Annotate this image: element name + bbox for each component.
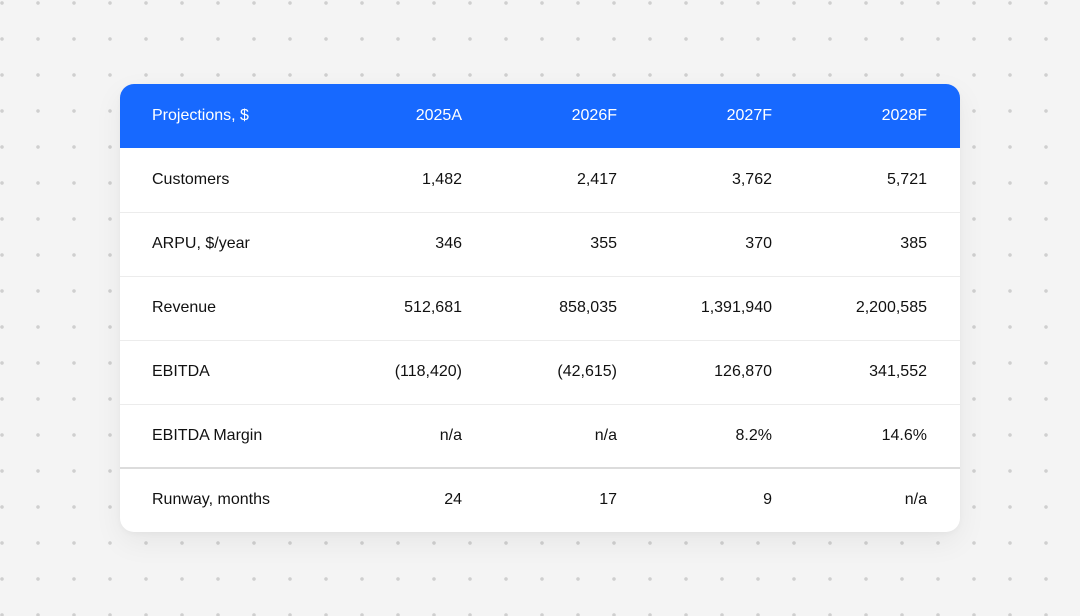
header-column-2026f: 2026F	[571, 107, 617, 124]
cell-value: 1,482	[421, 171, 462, 188]
cell-value: 8.2%	[735, 427, 772, 444]
projections-table-card: Projections, $ 2025A 2026F 2027F 2028F C…	[120, 84, 960, 532]
row-label: Revenue	[152, 299, 217, 316]
header-column-2028f: 2028F	[881, 107, 927, 124]
table-row-customers: Customers 1,482 2,417 3,762 5,721	[120, 148, 960, 212]
cell-value: n/a	[594, 427, 617, 444]
cell-value: (42,615)	[557, 363, 617, 380]
cell-value: 355	[590, 235, 617, 252]
cell-value: 17	[599, 491, 617, 508]
cell-value: 3,762	[731, 171, 772, 188]
row-label: Customers	[152, 171, 230, 188]
cell-value: 9	[763, 491, 772, 508]
cell-value: 2,200,585	[855, 299, 927, 316]
row-label: Runway, months	[152, 491, 270, 508]
table-row-arpu: ARPU, $/year 346 355 370 385	[120, 211, 960, 276]
table-header-row: Projections, $ 2025A 2026F 2027F 2028F	[120, 84, 960, 148]
cell-value: 1,391,940	[700, 299, 772, 316]
row-label: ARPU, $/year	[152, 235, 250, 252]
cell-value: 370	[745, 235, 772, 252]
cell-value: 858,035	[559, 299, 617, 316]
cell-value: n/a	[904, 491, 927, 508]
cell-value: 24	[444, 491, 462, 508]
table-row-revenue: Revenue 512,681 858,035 1,391,940 2,200,…	[120, 275, 960, 340]
cell-value: (118,420)	[394, 363, 462, 380]
cell-value: 512,681	[404, 299, 462, 316]
table-row-runway: Runway, months 24 17 9 n/a	[120, 467, 960, 532]
header-label: Projections, $	[152, 107, 249, 124]
row-label: EBITDA	[152, 363, 210, 380]
cell-value: n/a	[439, 427, 462, 444]
row-label: EBITDA Margin	[152, 427, 263, 444]
cell-value: 385	[900, 235, 927, 252]
header-column-2027f: 2027F	[726, 107, 772, 124]
cell-value: 341,552	[869, 363, 927, 380]
cell-value: 14.6%	[881, 427, 927, 444]
cell-value: 2,417	[576, 171, 617, 188]
header-column-2025a: 2025A	[415, 107, 462, 124]
cell-value: 126,870	[714, 363, 772, 380]
cell-value: 346	[435, 235, 462, 252]
table-row-ebitda: EBITDA (118,420) (42,615) 126,870 341,55…	[120, 339, 960, 404]
cell-value: 5,721	[886, 171, 927, 188]
table-row-ebitda-margin: EBITDA Margin n/a n/a 8.2% 14.6%	[120, 403, 960, 468]
